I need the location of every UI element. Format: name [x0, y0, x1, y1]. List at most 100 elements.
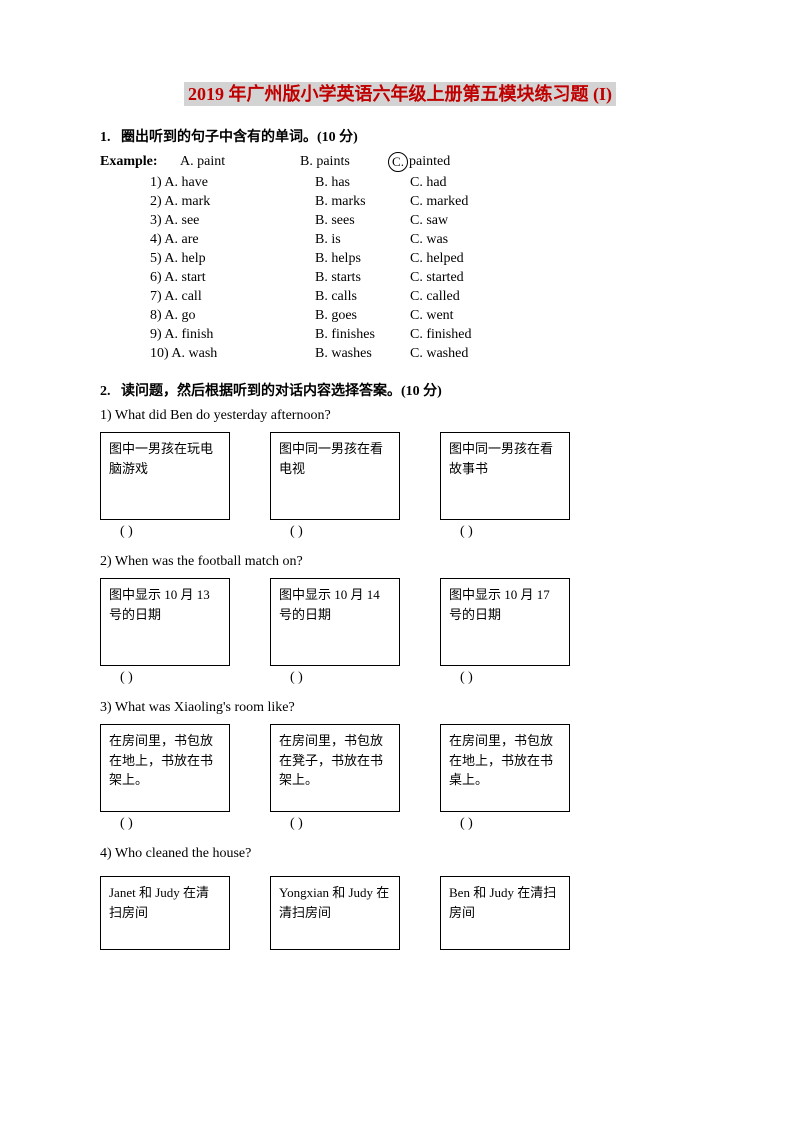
word-row: 9) A. finishB. finishesC. finished	[100, 327, 700, 343]
answer-paren[interactable]: ( )	[100, 524, 230, 540]
option-wrap: 图中一男孩在玩电脑游戏	[100, 432, 230, 520]
word-col-b: B. sees	[315, 213, 410, 229]
word-col-a: 2) A. mark	[150, 194, 315, 210]
question-text: 3) What was Xiaoling's room like?	[100, 700, 700, 716]
word-col-c: C. was	[410, 232, 500, 248]
option-wrap: Yongxian 和 Judy 在清扫房间	[270, 876, 400, 950]
section2-header: 2. 读问题，然后根据听到的对话内容选择答案。(10 分)	[100, 380, 700, 400]
word-col-b: B. has	[315, 175, 410, 191]
question-text: 2) When was the football match on?	[100, 554, 700, 570]
word-col-b: B. marks	[315, 194, 410, 210]
example-a: A. paint	[180, 154, 300, 170]
option-box: 图中一男孩在玩电脑游戏	[100, 432, 230, 520]
question-text: 4) Who cleaned the house?	[100, 846, 700, 862]
section1-num: 1.	[100, 130, 111, 145]
option-wrap: 在房间里，书包放在地上，书放在书架上。	[100, 724, 230, 812]
example-c-word: painted	[409, 154, 450, 170]
answer-paren[interactable]: ( )	[440, 816, 570, 832]
word-col-b: B. is	[315, 232, 410, 248]
word-row: 6) A. startB. startsC. started	[100, 270, 700, 286]
word-row: 8) A. goB. goesC. went	[100, 308, 700, 324]
word-col-c: C. washed	[410, 346, 500, 362]
option-wrap: 图中同一男孩在看故事书	[440, 432, 570, 520]
word-row: 4) A. areB. isC. was	[100, 232, 700, 248]
example-c: C.painted	[388, 152, 450, 172]
paren-row: ( ) ( ) ( )	[100, 670, 700, 686]
word-col-a: 5) A. help	[150, 251, 315, 267]
option-box: 图中显示 10 月 17 号的日期	[440, 578, 570, 666]
word-col-a: 9) A. finish	[150, 327, 315, 343]
option-box: 在房间里，书包放在地上，书放在书架上。	[100, 724, 230, 812]
options-row: 图中一男孩在玩电脑游戏图中同一男孩在看电视图中同一男孩在看故事书	[100, 432, 700, 520]
word-row: 1) A. haveB. hasC. had	[100, 175, 700, 191]
word-col-c: C. saw	[410, 213, 500, 229]
word-col-c: C. started	[410, 270, 500, 286]
option-box: Ben 和 Judy 在清扫房间	[440, 876, 570, 950]
word-rows: 1) A. haveB. hasC. had 2) A. markB. marks…	[100, 175, 700, 362]
word-col-b: B. goes	[315, 308, 410, 324]
word-col-a: 3) A. see	[150, 213, 315, 229]
options-row: 图中显示 10 月 13 号的日期图中显示 10 月 14 号的日期图中显示 1…	[100, 578, 700, 666]
page-title: 2019 年广州版小学英语六年级上册第五模块练习题 (I)	[100, 80, 700, 106]
word-col-c: C. marked	[410, 194, 500, 210]
word-col-a: 10) A. wash	[150, 346, 315, 362]
section2-text: 读问题，然后根据听到的对话内容选择答案。(10 分)	[121, 384, 442, 399]
word-col-b: B. starts	[315, 270, 410, 286]
option-wrap: Janet 和 Judy 在清扫房间	[100, 876, 230, 950]
option-wrap: 图中显示 10 月 14 号的日期	[270, 578, 400, 666]
word-row: 7) A. callB. callsC. called	[100, 289, 700, 305]
options-row: 在房间里，书包放在地上，书放在书架上。在房间里，书包放在凳子，书放在书架上。在房…	[100, 724, 700, 812]
option-box: 图中同一男孩在看故事书	[440, 432, 570, 520]
word-row: 2) A. markB. marksC. marked	[100, 194, 700, 210]
example-row: Example: A. paint B. paints C.painted	[100, 152, 700, 172]
section2-num: 2.	[100, 384, 111, 399]
word-col-c: C. called	[410, 289, 500, 305]
option-wrap: 图中显示 10 月 17 号的日期	[440, 578, 570, 666]
word-col-b: B. finishes	[315, 327, 410, 343]
word-row: 5) A. helpB. helpsC. helped	[100, 251, 700, 267]
paren-row: ( ) ( ) ( )	[100, 524, 700, 540]
section1-header: 1. 圈出听到的句子中含有的单词。(10 分)	[100, 126, 700, 146]
answer-paren[interactable]: ( )	[270, 670, 400, 686]
word-col-a: 7) A. call	[150, 289, 315, 305]
option-box: Yongxian 和 Judy 在清扫房间	[270, 876, 400, 950]
question-text: 1) What did Ben do yesterday afternoon?	[100, 408, 700, 424]
word-col-c: C. had	[410, 175, 500, 191]
questions-container: 1) What did Ben do yesterday afternoon? 图…	[100, 408, 700, 950]
word-col-a: 8) A. go	[150, 308, 315, 324]
options-row: Janet 和 Judy 在清扫房间 Yongxian 和 Judy 在清扫房间 B…	[100, 876, 700, 950]
option-box: 图中同一男孩在看电视	[270, 432, 400, 520]
word-col-a: 1) A. have	[150, 175, 315, 191]
page-container: 2019 年广州版小学英语六年级上册第五模块练习题 (I) 1. 圈出听到的句子…	[0, 0, 800, 1132]
word-row: 10) A. washB. washesC. washed	[100, 346, 700, 362]
word-col-c: C. helped	[410, 251, 500, 267]
option-box: 图中显示 10 月 13 号的日期	[100, 578, 230, 666]
option-wrap: 图中显示 10 月 13 号的日期	[100, 578, 230, 666]
option-box: 在房间里，书包放在地上，书放在书桌上。	[440, 724, 570, 812]
word-col-b: B. calls	[315, 289, 410, 305]
option-box: 在房间里，书包放在凳子，书放在书架上。	[270, 724, 400, 812]
option-box: 图中显示 10 月 14 号的日期	[270, 578, 400, 666]
word-col-b: B. helps	[315, 251, 410, 267]
option-wrap: 图中同一男孩在看电视	[270, 432, 400, 520]
example-b: B. paints	[300, 154, 388, 170]
word-row: 3) A. seeB. seesC. saw	[100, 213, 700, 229]
answer-paren[interactable]: ( )	[440, 524, 570, 540]
option-wrap: 在房间里，书包放在地上，书放在书桌上。	[440, 724, 570, 812]
word-col-c: C. went	[410, 308, 500, 324]
option-wrap: Ben 和 Judy 在清扫房间	[440, 876, 570, 950]
answer-paren[interactable]: ( )	[270, 816, 400, 832]
answer-paren[interactable]: ( )	[100, 670, 230, 686]
circle-icon: C.	[388, 152, 408, 172]
word-col-c: C. finished	[410, 327, 500, 343]
word-col-b: B. washes	[315, 346, 410, 362]
answer-paren[interactable]: ( )	[270, 524, 400, 540]
answer-paren[interactable]: ( )	[100, 816, 230, 832]
word-col-a: 6) A. start	[150, 270, 315, 286]
title-text: 2019 年广州版小学英语六年级上册第五模块练习题 (I)	[184, 82, 616, 106]
word-col-a: 4) A. are	[150, 232, 315, 248]
section1-text: 圈出听到的句子中含有的单词。(10 分)	[121, 130, 358, 145]
option-box: Janet 和 Judy 在清扫房间	[100, 876, 230, 950]
answer-paren[interactable]: ( )	[440, 670, 570, 686]
option-wrap: 在房间里，书包放在凳子，书放在书架上。	[270, 724, 400, 812]
